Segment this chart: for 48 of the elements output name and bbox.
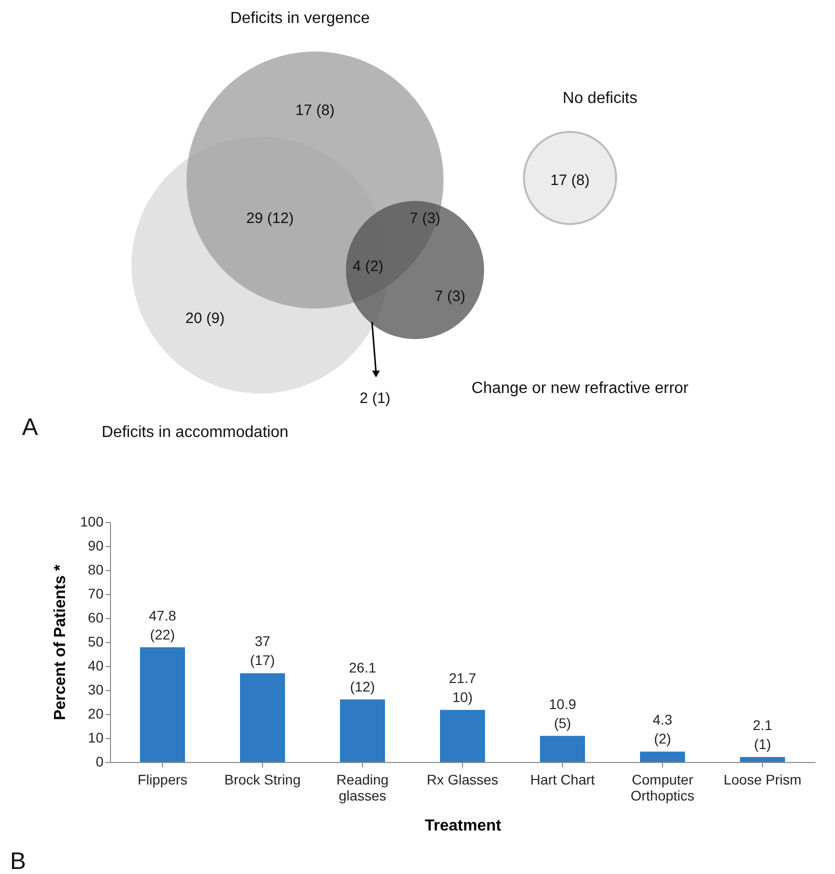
x-tick-label: Loose Prism [724, 772, 802, 788]
x-axis-title: Treatment [424, 818, 502, 834]
y-tick-label: 100 [80, 514, 104, 530]
text: 4 (2) [352, 258, 384, 275]
x-tick-label: Computer Orthoptics [630, 772, 694, 804]
bar [540, 736, 585, 762]
bar [440, 710, 485, 762]
y-tick-label: 50 [88, 634, 104, 650]
x-tick-label: Rx Glasses [426, 772, 498, 788]
text: 29 (12) [246, 210, 294, 227]
text: 7 (3) [434, 288, 466, 305]
bar [340, 699, 385, 762]
category-label: Deficits in vergence [230, 10, 370, 27]
text: A [22, 414, 38, 441]
y-tick-label: 80 [88, 562, 104, 578]
y-tick-label: 60 [88, 610, 104, 626]
y-tick-label: 10 [88, 730, 104, 746]
x-tick-label: Reading glasses [336, 772, 389, 804]
bar [740, 756, 785, 762]
category-label: Deficits in accommodation [102, 424, 288, 441]
text: B [10, 848, 26, 874]
data-label: 26.1 (12) [348, 659, 376, 694]
x-tick-label: Flippers [138, 772, 188, 788]
data-label: 47.8 (22) [148, 607, 176, 642]
text: 17 (8) [550, 172, 590, 189]
category-label: No deficits [562, 90, 638, 107]
y-tick-label: 30 [88, 682, 104, 698]
data-label: 21.7 10) [448, 670, 476, 705]
data-label: 2.1 (1) [752, 716, 772, 752]
x-tick-label: Hart Chart [530, 772, 595, 788]
text: 20 (9) [185, 310, 225, 327]
y-tick-label: 40 [88, 658, 104, 674]
y-tick-label: 0 [96, 754, 104, 770]
category-label: Change or new refractive error [472, 380, 690, 397]
text: 17 (8) [295, 102, 335, 119]
y-axis-title: Percent of Patients * [52, 564, 70, 720]
y-tick-label: 70 [88, 586, 104, 602]
text: 7 (3) [410, 210, 440, 227]
data-label: 10.9 (5) [548, 696, 576, 731]
bar [640, 752, 685, 762]
data-label: 37 (17) [250, 633, 275, 668]
x-tick-label: Brock String [224, 772, 301, 788]
data-label: 4.3 (2) [652, 712, 672, 747]
y-tick-label: 90 [88, 538, 104, 554]
bar [240, 673, 285, 762]
text: 2 (1) [360, 390, 390, 407]
bar [140, 647, 185, 762]
y-tick-label: 20 [88, 706, 104, 722]
